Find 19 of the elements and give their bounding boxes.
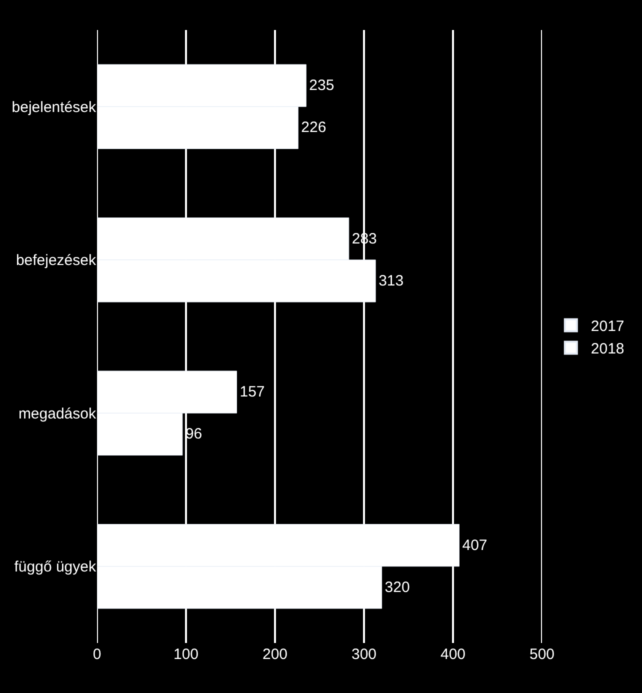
x-tick-label: 500: [529, 646, 555, 663]
y-tick-label: megadások: [18, 405, 96, 422]
data-label: 96: [185, 426, 202, 443]
legend-label: 2017: [590, 318, 624, 336]
data-label: 320: [384, 578, 410, 596]
y-tick-label: befejezések: [16, 252, 96, 270]
y-tick-label: függő ügyek: [14, 558, 96, 576]
x-tick-label: 400: [440, 646, 466, 663]
data-label: 235: [309, 77, 334, 94]
x-tick-label: 0: [92, 646, 102, 663]
data-label: 157: [240, 384, 265, 401]
data-label: 407: [462, 536, 488, 554]
x-tick-label: 300: [351, 646, 377, 663]
data-label: 313: [378, 272, 404, 290]
y-tick-label: bejelentések: [12, 98, 96, 116]
data-label: 226: [301, 119, 326, 136]
x-tick-label: 100: [173, 646, 199, 663]
x-tick-label: 200: [262, 646, 288, 663]
legend-label: 2018: [590, 340, 624, 358]
